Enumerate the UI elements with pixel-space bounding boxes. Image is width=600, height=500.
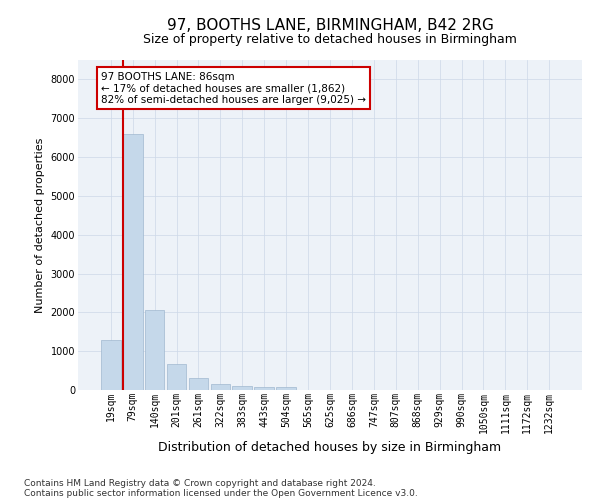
Bar — [167, 364, 187, 390]
Bar — [254, 388, 274, 390]
Bar — [211, 384, 230, 390]
Bar — [188, 378, 208, 390]
Text: 97, BOOTHS LANE, BIRMINGHAM, B42 2RG: 97, BOOTHS LANE, BIRMINGHAM, B42 2RG — [167, 18, 493, 32]
Text: Contains public sector information licensed under the Open Government Licence v3: Contains public sector information licen… — [24, 488, 418, 498]
Y-axis label: Number of detached properties: Number of detached properties — [35, 138, 45, 312]
Bar — [123, 134, 143, 390]
Text: Contains HM Land Registry data © Crown copyright and database right 2024.: Contains HM Land Registry data © Crown c… — [24, 478, 376, 488]
Bar — [145, 310, 164, 390]
Bar — [101, 340, 121, 390]
Bar — [232, 386, 252, 390]
Text: 97 BOOTHS LANE: 86sqm
← 17% of detached houses are smaller (1,862)
82% of semi-d: 97 BOOTHS LANE: 86sqm ← 17% of detached … — [101, 72, 366, 105]
Bar — [276, 388, 296, 390]
X-axis label: Distribution of detached houses by size in Birmingham: Distribution of detached houses by size … — [158, 441, 502, 454]
Text: Size of property relative to detached houses in Birmingham: Size of property relative to detached ho… — [143, 32, 517, 46]
